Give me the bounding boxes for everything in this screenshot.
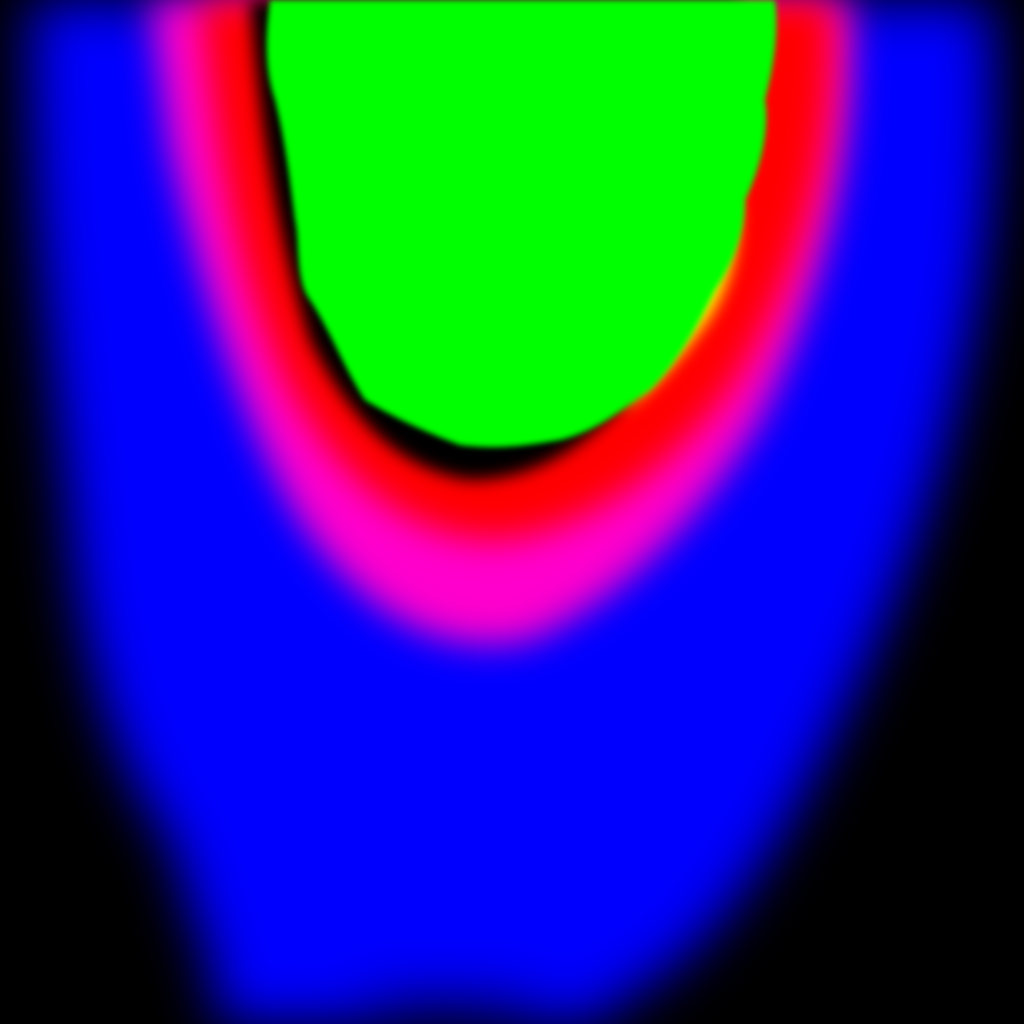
core-region [266,0,777,448]
